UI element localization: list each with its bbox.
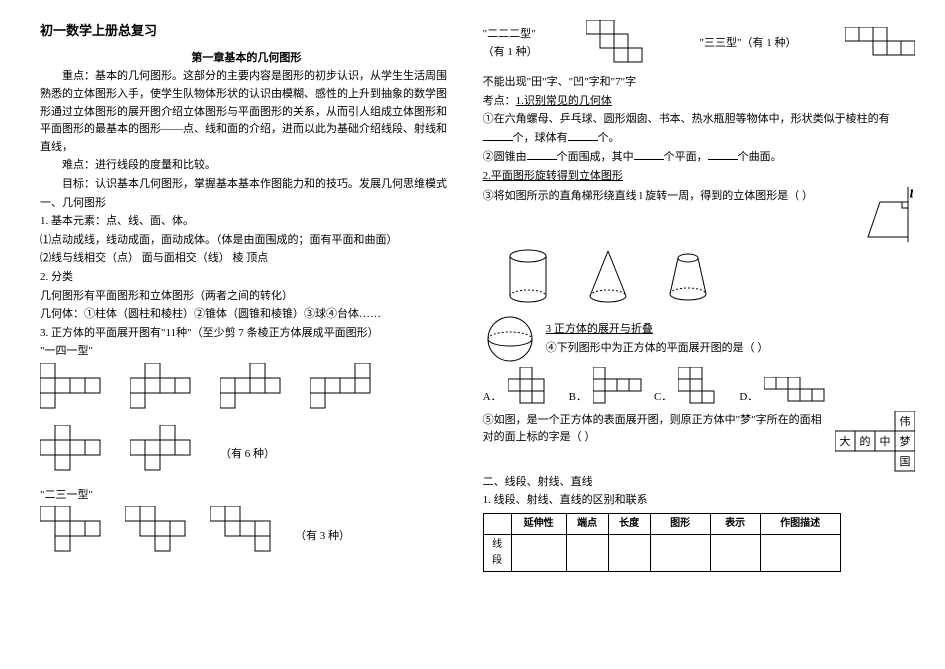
q3: ③将如图所示的直角梯形绕直线 l 旋转一周，得到的立体图形是（ ） [483, 188, 852, 206]
para-difficulty: 难点：进行线段的度量和比较。 [40, 157, 453, 175]
net-231-a [40, 506, 115, 566]
sphere-icon [483, 312, 538, 367]
cross-f: 国 [900, 455, 911, 468]
right-column: "二二二型" （有 1 种） "三三型"（有 1 种） 不能出现"田"字、"凹"… [473, 20, 915, 659]
cross-a: 伟 [900, 415, 911, 428]
q2a: ②圆锥由 [483, 151, 527, 163]
q2c: 个平面， [664, 151, 708, 163]
blank-3[interactable] [527, 148, 557, 160]
line-planar: 几何图形有平面图形和立体图形（两者之间的转化） [40, 288, 453, 306]
unfold-c [678, 367, 733, 407]
opt-b: B． [569, 389, 587, 407]
q2: ②圆锥由 个面围成，其中 个平面， 个曲面。 [483, 148, 915, 167]
left-column: 初一数学上册总复习 第一章基本的几何图形 重点：基本的几何图形。这部分的主要内容… [40, 20, 473, 659]
net-231-count: （有 3 种） [295, 528, 350, 546]
net-141-b [130, 363, 210, 423]
q5-row: ⑤如图，是一个正方体的表面展开图，则原正方体中"梦"字所在的面相对的面上标的字是… [483, 411, 915, 473]
para-keypoint: 重点：基本的几何图形。这部分的主要内容是图形的初步认识，从学生生活周围熟悉的立体… [40, 68, 453, 156]
unfold-b [593, 367, 648, 407]
cross-e: 梦 [900, 435, 911, 448]
net-141-c [220, 363, 300, 423]
net-141-row2: （有 6 种） [40, 425, 453, 485]
cylinder-icon [503, 246, 553, 306]
topic-2: 2.平面图形旋转得到立体图形 [483, 168, 915, 186]
q2b: 个面围成，其中 [557, 151, 634, 163]
cross-d: 中 [880, 435, 891, 448]
blank-5[interactable] [708, 148, 738, 160]
net-231-row: （有 3 种） [40, 506, 453, 566]
opt-c: C． [654, 389, 672, 407]
q4: ④下列图形中为正方体的平面展开图的是（ ） [546, 340, 769, 358]
q1c: 个。 [598, 132, 620, 144]
line-compare: 1. 线段、射线、直线的区别和联系 [483, 492, 915, 510]
doc-title: 初一数学上册总复习 [40, 21, 453, 42]
unfold-options: A． B． C． D． [483, 367, 915, 407]
blank-2[interactable] [568, 129, 598, 141]
dream-cube-net: 伟 大 的 中 梦 国 [835, 411, 915, 473]
row-segment: 线段 [483, 534, 511, 571]
topic-3: 3 正方体的展开与折叠 [546, 321, 769, 339]
line-classify: 2. 分类 [40, 269, 453, 287]
net-141-e [40, 425, 120, 485]
net-type-231: "二三一型" [40, 487, 453, 505]
line-solids: 几何体：①柱体（圆柱和棱柱）②锥体（圆锥和棱锥）③球④台体…… [40, 306, 453, 324]
cross-c: 的 [860, 434, 871, 448]
unfold-d [764, 377, 834, 407]
cone-icon [583, 246, 633, 306]
net-141-d [310, 363, 390, 423]
unfold-a [508, 367, 563, 407]
line-intersect: ⑵线与线相交（点） 面与面相交（线） 棱 顶点 [40, 250, 453, 268]
opt-a: A． [483, 389, 502, 407]
th-draw: 作图描述 [760, 513, 840, 534]
th-rep: 表示 [710, 513, 760, 534]
th-end: 端点 [566, 513, 608, 534]
rotation-options [503, 246, 915, 306]
net-222 [586, 20, 651, 68]
cross-b: 大 [840, 434, 851, 448]
net-141-a [40, 363, 120, 423]
para-goal: 目标：认识基本几何图形，掌握基本基本作图能力和的技巧。发展几何思维模式 [40, 176, 453, 194]
blank-1[interactable] [483, 129, 513, 141]
net-231-c [210, 506, 285, 566]
forbidden-shapes: 不能出现"田"字、"凹"字和"7"字 [483, 74, 915, 92]
th-fig: 图形 [650, 513, 710, 534]
th-ext: 延伸性 [511, 513, 566, 534]
q5: ⑤如图，是一个正方体的表面展开图，则原正方体中"梦"字所在的面相对的面上标的字是… [483, 412, 827, 447]
section-1: 一、几何图形 [40, 195, 453, 213]
net-222-33-row: "二二二型" （有 1 种） "三三型"（有 1 种） [483, 20, 915, 68]
net-141-count: （有 6 种） [220, 446, 275, 464]
line-motion: ⑴点动成线，线动成面，面动成体。（体是由面围成的；面有平面和曲面） [40, 232, 453, 250]
q2d: 个曲面。 [738, 151, 782, 163]
segment-table: 延伸性 端点 长度 图形 表示 作图描述 线段 [483, 513, 841, 572]
q1: ①在六角螺母、乒乓球、圆形烟囱、书本、热水瓶胆等物体中，形状类似于棱柱的有个，球… [483, 111, 915, 147]
th-len: 长度 [608, 513, 650, 534]
topic-line: 考点：1.识别常见的几何体 [483, 93, 915, 111]
section-2: 二、线段、射线、直线 [483, 474, 915, 492]
frustum-icon [663, 246, 713, 306]
q3-row: ③将如图所示的直角梯形绕直线 l 旋转一周，得到的立体图形是（ ） l [483, 187, 915, 242]
q1b: 个，球体有 [513, 132, 568, 144]
net-type-33: "三三型"（有 1 种） [700, 35, 797, 53]
net-type-141: "一四一型" [40, 343, 453, 361]
svg-text:l: l [910, 189, 913, 200]
trapezoid-icon: l [860, 187, 915, 242]
sphere-topic3-row: 3 正方体的展开与折叠 ④下列图形中为正方体的平面展开图的是（ ） [483, 312, 915, 367]
net-33 [845, 27, 915, 62]
topic-label: 考点： [483, 95, 516, 107]
net-141-row1 [40, 363, 453, 423]
opt-d: D． [739, 389, 758, 407]
line-cube-nets: 3. 正方体的平面展开图有"11种"（至少剪 7 条棱正方体展成平面图形） [40, 325, 453, 343]
net-222-count: （有 1 种） [483, 46, 538, 58]
line-elements: 1. 基本元素：点、线、面、体。 [40, 213, 453, 231]
blank-4[interactable] [634, 148, 664, 160]
net-type-222: "二二二型" [483, 28, 536, 40]
q1a: ①在六角螺母、乒乓球、圆形烟囱、书本、热水瓶胆等物体中，形状类似于棱柱的有 [483, 113, 890, 125]
chapter-title: 第一章基本的几何图形 [40, 50, 453, 68]
net-141-f [130, 425, 210, 485]
net-231-b [125, 506, 200, 566]
topic-1: 1.识别常见的几何体 [516, 95, 612, 107]
